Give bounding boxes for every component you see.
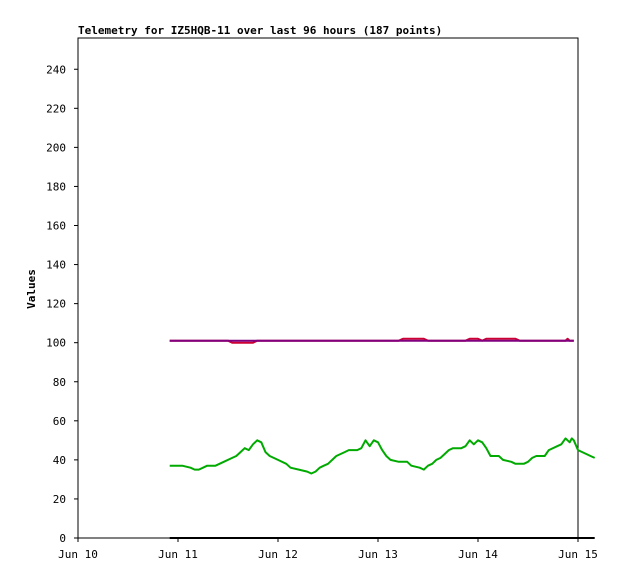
y-tick-label: 40 [53, 454, 66, 467]
x-tick-label: Jun 10 [58, 548, 98, 561]
x-tick-label: Jun 13 [358, 548, 398, 561]
series-line-3 [169, 437, 596, 475]
y-tick-label: 220 [46, 102, 66, 115]
y-axis: 0 20 40 60 80 100 120 140 160 180 200 220 240 [46, 63, 78, 545]
y-tick-label: 100 [46, 337, 66, 350]
y-tick-label: 240 [46, 63, 66, 76]
y-tick-label: 180 [46, 180, 66, 193]
chart-title: Telemetry for IZ5HQB-11 over last 96 hou… [78, 24, 442, 37]
x-axis: Jun 10 Jun 11 Jun 12 Jun 13 Jun 14 Jun 15 [58, 538, 598, 561]
y-tick-label: 60 [53, 415, 66, 428]
y-tick-label: 20 [53, 493, 66, 506]
y-tick-label: 140 [46, 259, 66, 272]
y-axis-label: Values [25, 269, 38, 309]
y-tick-label: 120 [46, 298, 66, 311]
y-tick-label: 0 [59, 532, 66, 545]
y-tick-label: 80 [53, 376, 66, 389]
x-tick-label: Jun 14 [458, 548, 498, 561]
y-tick-label: 160 [46, 220, 66, 233]
y-tick-label: 200 [46, 141, 66, 154]
x-tick-label: Jun 15 [558, 548, 598, 561]
x-tick-label: Jun 12 [258, 548, 298, 561]
x-tick-label: Jun 11 [158, 548, 198, 561]
series-layer [169, 337, 596, 539]
